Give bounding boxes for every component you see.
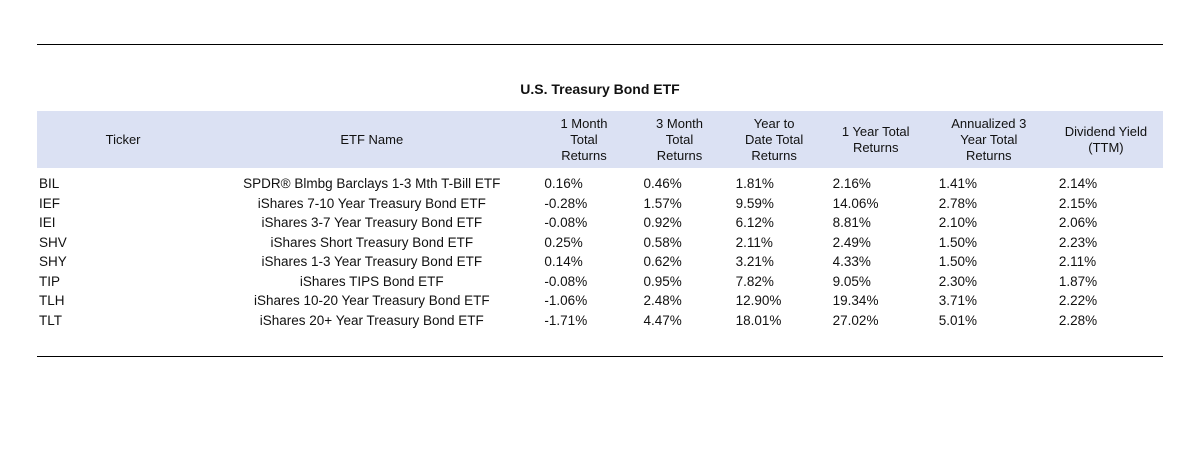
return-3y-annualized-cell: 2.10% (938, 215, 978, 230)
return-3m-cell: 0.62% (643, 254, 682, 269)
return-1y-cell: 8.81% (832, 215, 871, 230)
ticker-cell: TLH (39, 293, 65, 308)
etf-name-cell: iShares 3-7 Year Treasury Bond ETF (261, 215, 483, 230)
header-row: Ticker ETF Name 1 Month Total Returns 3 … (37, 111, 1163, 168)
return-ytd-cell: 2.11% (735, 234, 773, 250)
etf-name-cell: iShares TIPS Bond ETF (299, 273, 444, 289)
etf-name-cell: SPDR® Blmbg Barclays 1-3 Mth T-Bill ETF (243, 176, 501, 191)
ticker-cell: TIP (39, 273, 61, 289)
dividend-yield-cell: 2.15% (1058, 195, 1098, 211)
return-ytd-cell: 9.59% (735, 195, 774, 211)
return-ytd-cell: 12.90% (735, 293, 782, 308)
table-row: IEF iShares 7-10 Year Treasury Bond ETF -0… (37, 194, 1163, 214)
table-row: BIL SPDR® Blmbg Barclays 1-3 Mth T-Bill E… (37, 168, 1163, 194)
return-1m-cell: -1.71% (544, 312, 588, 328)
return-1y-cell: 27.02% (832, 312, 879, 328)
col-header-dividend-yield-ttm: Dividend Yield (TTM) (1048, 111, 1163, 168)
return-ytd-cell: 7.82% (735, 273, 774, 289)
return-3y-annualized-cell: 2.78% (938, 195, 978, 211)
return-1y-cell: 19.34% (832, 293, 879, 308)
ticker-cell: IEI (39, 215, 56, 230)
table-row: IEI iShares 3-7 Year Treasury Bond ETF -0.… (37, 213, 1163, 233)
etf-name-cell: iShares 1-3 Year Treasury Bond ETF (261, 254, 483, 269)
dividend-yield-cell: 2.11% (1058, 254, 1097, 269)
return-1m-cell: -1.06% (544, 293, 588, 308)
table-row: TLH iShares 10-20 Year Treasury Bond ETF -… (37, 291, 1163, 311)
table-row: TLT iShares 20+ Year Treasury Bond ETF -1.… (37, 311, 1163, 331)
return-3m-cell: 0.46% (643, 176, 682, 191)
return-3y-annualized-cell: 2.30% (938, 273, 978, 289)
return-1m-cell: 0.16% (544, 176, 583, 191)
ticker-cell: SHV (39, 234, 67, 250)
dividend-yield-cell: 2.22% (1058, 293, 1098, 308)
col-header-ticker: Ticker (37, 111, 210, 168)
return-3y-annualized-cell: 3.71% (938, 293, 978, 308)
return-1y-cell: 14.06% (832, 195, 879, 211)
table-title: U.S. Treasury Bond ETF (520, 81, 680, 97)
return-3m-cell: 0.58% (643, 234, 682, 250)
etf-table-body: BIL SPDR® Blmbg Barclays 1-3 Mth T-Bill E… (37, 168, 1163, 330)
col-header-3m-total-returns: 3 Month Total Returns (633, 111, 726, 168)
return-1m-cell: -0.08% (544, 273, 588, 289)
return-3y-annualized-cell: 1.50% (938, 254, 978, 269)
etf-table-header: Ticker ETF Name 1 Month Total Returns 3 … (37, 111, 1163, 168)
return-1y-cell: 9.05% (832, 273, 871, 289)
ticker-cell: IEF (39, 195, 61, 211)
etf-name-cell: iShares 7-10 Year Treasury Bond ETF (257, 195, 486, 211)
return-ytd-cell: 18.01% (735, 312, 782, 328)
dividend-yield-cell: 2.28% (1058, 312, 1098, 328)
etf-name-cell: iShares 10-20 Year Treasury Bond ETF (253, 293, 490, 308)
table-row: SHV iShares Short Treasury Bond ETF 0.25% 0… (37, 233, 1163, 253)
ticker-cell: TLT (39, 312, 62, 328)
return-ytd-cell: 6.12% (735, 215, 774, 230)
col-header-annualized-3y-returns: Annualized 3 Year Total Returns (928, 111, 1049, 168)
return-3m-cell: 4.47% (643, 312, 682, 328)
etf-returns-table: Ticker ETF Name 1 Month Total Returns 3 … (37, 111, 1163, 330)
col-header-etf-name: ETF Name (209, 111, 535, 168)
return-3m-cell: 0.92% (643, 215, 682, 230)
dividend-yield-cell: 2.23% (1058, 234, 1098, 250)
col-header-ytd-total-returns: Year to Date Total Returns (725, 111, 823, 168)
return-1m-cell: -0.28% (544, 195, 588, 211)
return-3m-cell: 0.95% (643, 273, 682, 289)
col-header-1y-total-returns: 1 Year Total Returns (822, 111, 929, 168)
return-1y-cell: 4.33% (832, 254, 871, 269)
return-1m-cell: 0.25% (544, 234, 583, 250)
etf-name-cell: iShares 20+ Year Treasury Bond ETF (259, 312, 484, 328)
col-header-1m-total-returns: 1 Month Total Returns (534, 111, 634, 168)
etf-name-cell: iShares Short Treasury Bond ETF (270, 234, 474, 250)
report-sheet: U.S. Treasury Bond ETF Ticker ETF Name 1… (37, 44, 1163, 357)
return-3m-cell: 1.57% (643, 195, 682, 211)
ticker-cell: SHY (39, 254, 67, 269)
return-ytd-cell: 3.21% (735, 254, 774, 269)
ticker-cell: BIL (39, 176, 60, 191)
bottom-rule (37, 356, 1163, 357)
table-row: SHY iShares 1-3 Year Treasury Bond ETF 0.1… (37, 252, 1163, 272)
return-3y-annualized-cell: 1.41% (938, 176, 978, 191)
return-1m-cell: 0.14% (544, 254, 583, 269)
dividend-yield-cell: 1.87% (1058, 273, 1098, 289)
table-row: TIP iShares TIPS Bond ETF -0.08% 0.95% 7.82%… (37, 272, 1163, 292)
return-1y-cell: 2.49% (832, 234, 871, 250)
return-3y-annualized-cell: 5.01% (938, 312, 978, 328)
return-3m-cell: 2.48% (643, 293, 682, 308)
return-ytd-cell: 1.81% (735, 176, 774, 191)
dividend-yield-cell: 2.14% (1058, 176, 1098, 191)
top-rule (37, 44, 1163, 45)
return-1m-cell: -0.08% (544, 215, 588, 230)
return-3y-annualized-cell: 1.50% (938, 234, 978, 250)
return-1y-cell: 2.16% (832, 176, 871, 191)
dividend-yield-cell: 2.06% (1058, 215, 1098, 230)
